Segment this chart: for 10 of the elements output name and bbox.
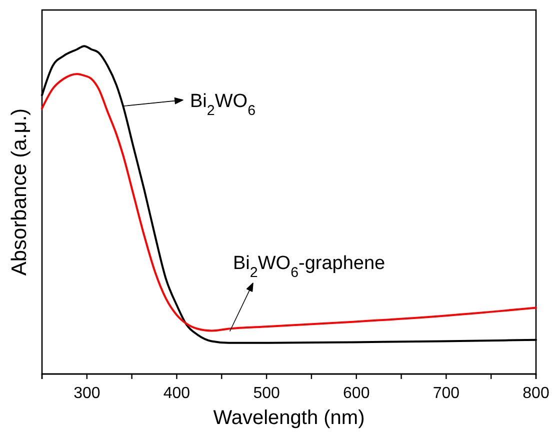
annotation: Bi$_{2}$WO$_{6}$: [190, 91, 256, 119]
x-tick-label: 500: [253, 385, 280, 402]
x-tick-label: 800: [522, 385, 550, 402]
x-tick-label: 700: [432, 385, 460, 402]
x-tick-label: 300: [74, 385, 100, 402]
x-tick-label: 600: [343, 385, 370, 402]
annotation: Bi$_{2}$WO$_{6}$-graphene: [233, 253, 386, 281]
x-tick-label: 400: [163, 385, 190, 402]
x-axis-title: Wavelength (nm): [213, 407, 365, 429]
y-axis-title: Absorbance (a.μ.): [8, 108, 31, 276]
